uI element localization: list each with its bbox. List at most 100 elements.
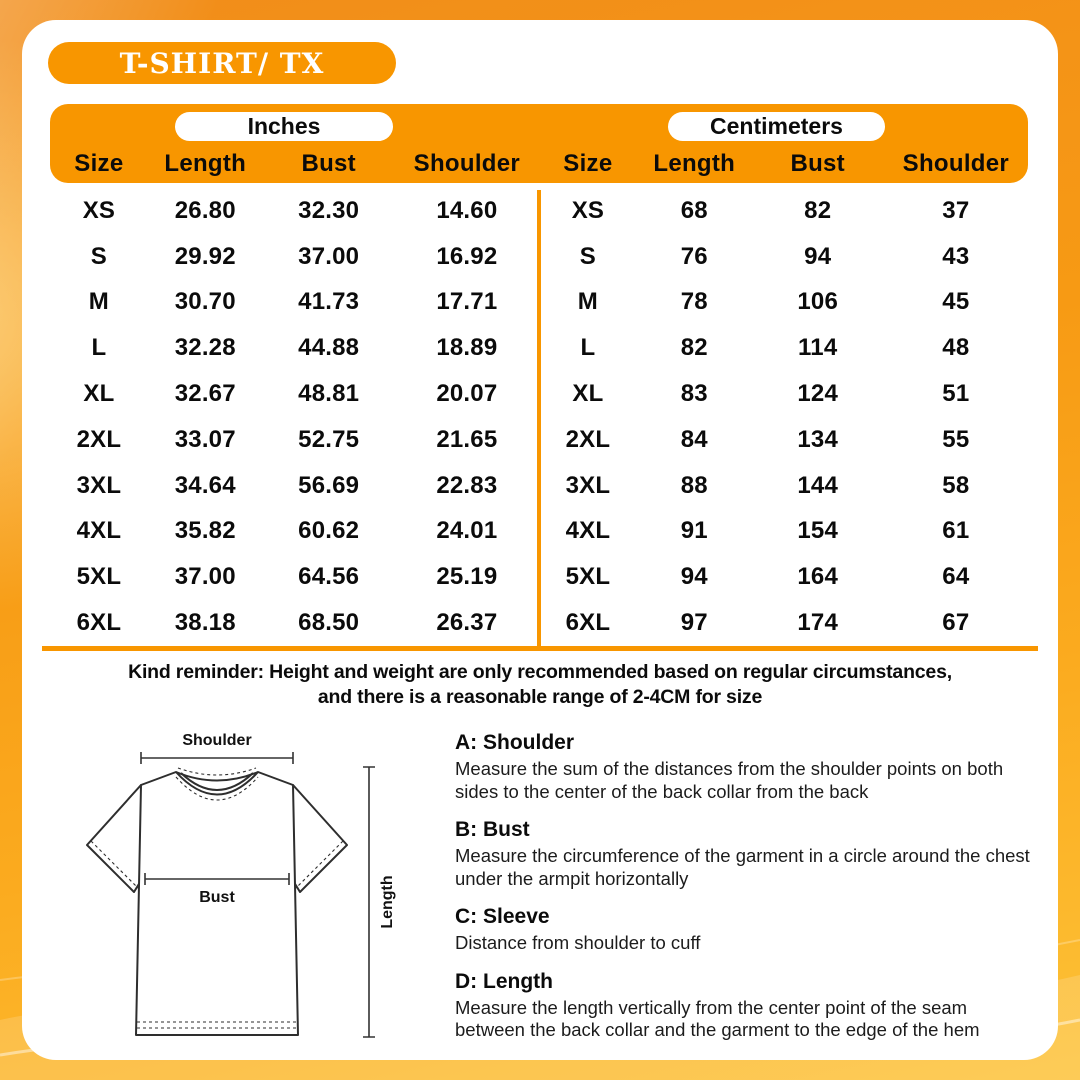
shoulder-measure-label: Shoulder [182,732,251,749]
bust-cell: 44.88 [298,334,360,362]
table-row: 3XL 88 144 58 [539,463,1028,509]
bust-cell: 64.56 [298,563,360,591]
shoulder-cell: 21.65 [436,425,498,453]
unit-label-inches: Inches [247,113,321,139]
table-header: Inches Size Length Bust Shoulder Centime… [50,104,1028,183]
bust-cell: 114 [798,334,838,362]
col-header-length: Length [653,150,736,177]
col-header-shoulder: Shoulder [413,150,521,177]
shoulder-cell: 16.92 [436,242,498,270]
col-header-length: Length [164,150,247,177]
tshirt-diagram: Shoulder Bust Length [86,732,396,1038]
bust-cell: 68.50 [298,609,360,637]
length-cell: 29.92 [174,242,236,270]
bust-cell: 41.73 [298,288,360,316]
table-divider [537,190,541,646]
size-cell: 5XL [76,563,122,591]
table-row: XS 26.80 32.30 14.60 [50,188,539,234]
centimeters-header: Centimeters Size Length Bust Shoulder [539,104,1028,183]
table-row: L 82 114 48 [539,325,1028,371]
shoulder-cell: 43 [942,242,970,270]
table-row: 6XL 97 174 67 [539,600,1028,646]
bust-cell: 56.69 [298,471,360,499]
reminder-line-2: and there is a reasonable range of 2-4CM… [317,686,763,708]
shoulder-measure-line [140,752,294,764]
table-row: 3XL 34.64 56.69 22.83 [50,463,539,509]
shoulder-cell: 20.07 [436,380,498,408]
shoulder-cell: 64 [942,563,970,591]
col-header-shoulder: Shoulder [902,150,1010,177]
table-row: XL 83 124 51 [539,371,1028,417]
bust-cell: 82 [804,196,832,224]
size-cell: 4XL [76,517,122,545]
bust-measure-line [144,873,290,885]
instruction-shoulder: A: Shoulder Measure the sum of the dista… [455,730,1033,803]
size-cell: XL [572,380,604,408]
shoulder-cell: 48 [942,334,970,362]
unit-label-centimeters: Centimeters [710,113,843,139]
col-header-bust: Bust [301,150,356,177]
table-row: 2XL 33.07 52.75 21.65 [50,417,539,463]
shoulder-cell: 58 [942,471,970,499]
table-row: 2XL 84 134 55 [539,417,1028,463]
shoulder-cell: 51 [942,380,970,408]
bust-cell: 32.30 [298,196,360,224]
size-cell: XL [83,380,115,408]
length-cell: 97 [680,609,708,637]
shoulder-cell: 37 [942,196,970,224]
table-row: 4XL 35.82 60.62 24.01 [50,509,539,555]
instruction-sleeve: C: Sleeve Distance from shoulder to cuff [455,904,1033,955]
size-cell: M [577,288,598,316]
size-cell: 3XL [76,471,122,499]
bust-cell: 134 [797,425,839,453]
product-badge-label: T-SHIRT/ TX [119,46,325,80]
reminder-line-1: Kind reminder: Height and weight are onl… [128,661,952,683]
shoulder-cell: 14.60 [436,196,498,224]
instruction-body: Measure the length vertically from the c… [455,996,980,1041]
length-cell: 78 [680,288,708,316]
col-header-size: Size [74,150,124,177]
length-cell: 33.07 [174,425,236,453]
unit-pill-inches: Inches [175,112,393,141]
left-sleeve [86,784,146,893]
instruction-body: Measure the sum of the distances from th… [455,758,1004,802]
bust-cell: 94 [804,242,832,270]
centimeters-table: XS 68 82 37 S 76 94 43 M 78 106 45 L 82 114 48 XL 83 1… [539,188,1028,646]
bust-cell: 174 [797,609,839,637]
length-cell: 30.70 [174,288,236,316]
size-chart-card: T-SHIRT/ TX Inches Size Length Bust Shou… [22,20,1058,1060]
collar-stitch [175,776,259,801]
length-cell: 76 [680,242,708,270]
bust-cell: 124 [797,380,839,408]
col-header-bust: Bust [790,150,845,177]
left-cuff-stitch [90,840,139,889]
length-cell: 32.28 [174,334,236,362]
right-sleeve [288,784,348,893]
instruction-title: D: Length [455,969,553,993]
inches-header: Inches Size Length Bust Shoulder [50,104,539,183]
bust-measure-label: Bust [199,889,235,906]
bust-cell: 164 [797,563,839,591]
size-cell: M [88,288,109,316]
bust-cell: 154 [797,517,839,545]
length-cell: 35.82 [174,517,236,545]
length-measure-line [363,766,375,1038]
size-cell: 6XL [76,609,122,637]
size-cell: S [90,242,107,270]
bust-cell: 106 [797,288,839,316]
size-cell: XS [82,196,116,224]
length-cell: 91 [680,517,708,545]
size-cell: XS [571,196,605,224]
shoulder-cell: 25.19 [436,563,498,591]
bust-cell: 52.75 [298,425,360,453]
length-cell: 94 [680,563,708,591]
collar-outer [175,771,259,796]
size-cell: L [91,334,107,362]
length-cell: 34.64 [174,471,236,499]
instruction-title: B: Bust [455,818,530,841]
length-cell: 83 [680,380,708,408]
table-row: 5XL 37.00 64.56 25.19 [50,554,539,600]
collar-inner [180,772,254,791]
instruction-title: C: Sleeve [455,905,550,928]
